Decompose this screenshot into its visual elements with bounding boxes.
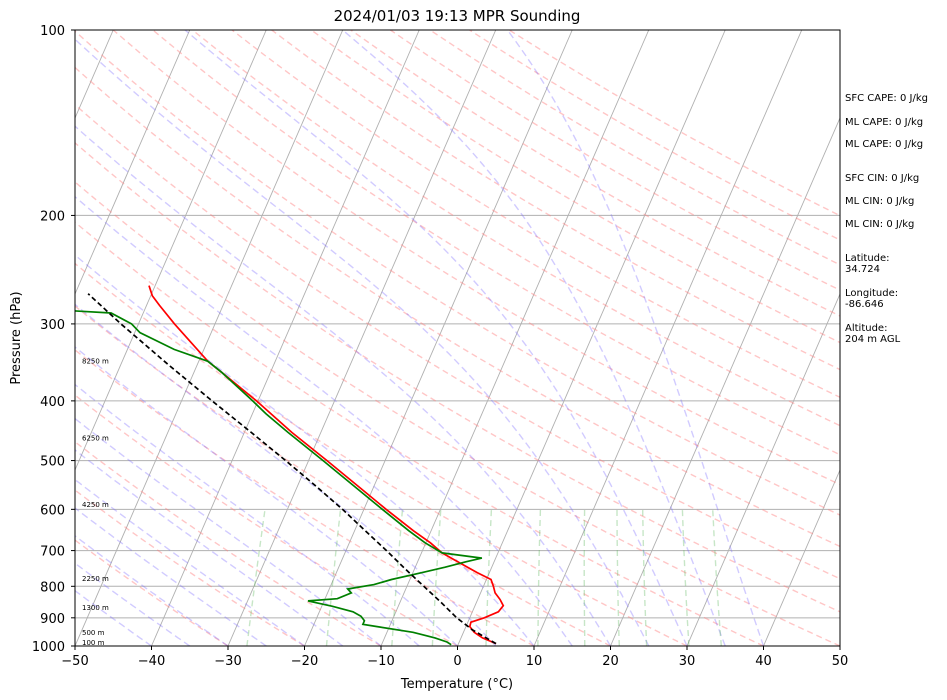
moist-adiabat <box>75 346 458 646</box>
chart-title: 2024/01/03 19:13 MPR Sounding <box>334 7 581 25</box>
grid-lines <box>75 30 840 646</box>
dry-adiabat <box>310 30 840 344</box>
height-label: 6250 m <box>82 434 109 442</box>
moist-adiabat <box>75 383 420 646</box>
y-tick-label: 800 <box>40 580 65 595</box>
latitude-stat: Latitude: 34.724 <box>845 253 890 275</box>
dry-adiabat <box>75 394 458 646</box>
x-tick-label: −40 <box>138 654 165 669</box>
moist-adiabat <box>75 303 497 646</box>
sounding-traces <box>75 285 505 646</box>
isotherm-line <box>533 30 803 646</box>
moist-adiabat <box>342 30 726 646</box>
y-tick-label: 200 <box>40 209 65 224</box>
height-labels: 100 m 500 m 1300 m 2250 m 4250 m 6250 m 8250 m <box>82 357 109 646</box>
isotherm-line <box>227 30 497 646</box>
x-tick-label: −10 <box>367 654 394 669</box>
longitude-stat: Longitude: -86.646 <box>845 288 899 310</box>
height-label: 1300 m <box>82 604 109 612</box>
x-tick-label: 30 <box>679 654 696 669</box>
ml-cin-stat-2: ML CIN: 0 J/kg <box>845 219 915 230</box>
isotherm-line <box>75 30 344 646</box>
y-tick-label: 100 <box>40 24 65 39</box>
isotherm-line <box>75 30 191 296</box>
dry-adiabat <box>152 30 840 456</box>
height-label: 100 m <box>82 639 105 647</box>
sfc-cin-stat: SFC CIN: 0 J/kg <box>845 173 920 184</box>
plot-background <box>75 30 840 646</box>
ml-cape-stat-2: ML CAPE: 0 J/kg <box>845 139 924 150</box>
x-tick-label: −50 <box>61 654 88 669</box>
isotherm-line <box>304 30 573 646</box>
y-tick-label: 700 <box>40 545 65 560</box>
y-tick-label: 600 <box>40 503 65 518</box>
y-tick-label: 300 <box>40 318 65 333</box>
sfc-cape-stat: SFC CAPE: 0 J/kg <box>845 93 928 104</box>
y-axis-title: Pressure (hPa) <box>9 291 24 384</box>
isotherm-line <box>686 292 840 646</box>
axis-ticks: −50 −40 −30 −20 −10 0 10 20 30 40 50 100 200 300 400 50… <box>32 24 848 669</box>
dewpoint-trace <box>75 310 483 646</box>
dry-adiabat <box>75 103 840 580</box>
ml-cape-stat: ML CAPE: 0 J/kg <box>845 117 924 128</box>
moist-adiabat <box>184 30 688 646</box>
x-tick-label: 40 <box>755 654 772 669</box>
height-label: 500 m <box>82 629 105 637</box>
dry-adiabat <box>75 262 688 646</box>
y-tick-label: 400 <box>40 395 65 410</box>
dry-adiabat <box>75 349 535 646</box>
altitude-stat: Altitude: 204 m AGL <box>845 323 901 345</box>
moist-adiabats <box>75 30 765 646</box>
x-tick-label: 20 <box>602 654 619 669</box>
height-label: 4250 m <box>82 501 109 509</box>
temperature-trace <box>148 285 505 645</box>
dry-adiabats <box>75 30 840 646</box>
dry-adiabat <box>75 489 305 646</box>
height-label: 8250 m <box>82 357 109 365</box>
y-tick-label: 500 <box>40 455 65 470</box>
dry-adiabat <box>75 440 382 646</box>
dry-adiabat <box>75 30 840 516</box>
moist-adiabat <box>75 195 573 646</box>
y-tick-label: 1000 <box>32 640 65 655</box>
plot-area <box>75 30 840 646</box>
x-tick-label: −20 <box>291 654 318 669</box>
y-tick-label: 900 <box>40 612 65 627</box>
isotherm-line <box>763 468 840 646</box>
moist-adiabat <box>506 30 765 646</box>
x-tick-label: −30 <box>214 654 241 669</box>
mixing-ratio-lines <box>246 509 722 646</box>
moist-adiabat <box>75 38 650 646</box>
dry-adiabat <box>75 181 840 646</box>
height-label: 2250 m <box>82 575 109 583</box>
moist-adiabat <box>75 254 535 646</box>
x-axis-title: Temperature (°C) <box>400 677 513 692</box>
isotherm-line <box>610 116 840 646</box>
dry-adiabat <box>75 305 611 646</box>
x-tick-label: 0 <box>453 654 461 669</box>
isotherm-line <box>457 30 726 646</box>
isotherm-line <box>75 30 267 472</box>
dry-adiabat <box>75 66 840 548</box>
x-tick-label: 10 <box>526 654 543 669</box>
moist-adiabat <box>75 417 382 646</box>
x-tick-label: 50 <box>832 654 849 669</box>
ml-cin-stat: ML CIN: 0 J/kg <box>845 196 915 207</box>
mixing-ratio-line <box>246 509 266 646</box>
isotherm-line <box>151 30 420 646</box>
dry-adiabat <box>191 30 840 427</box>
